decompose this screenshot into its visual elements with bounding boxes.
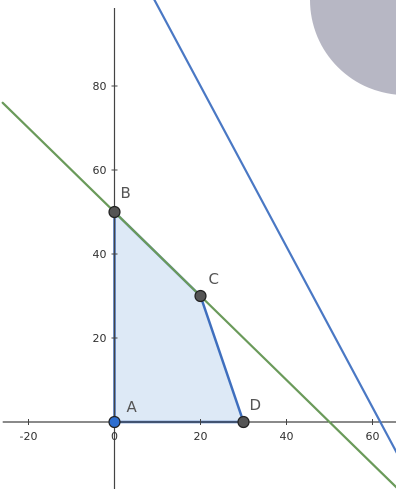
y-tick-label: 80 (93, 80, 107, 93)
x-tick-label: 20 (194, 430, 208, 443)
vertex-point-a (108, 415, 121, 429)
corner-shape (310, 0, 396, 95)
feasible-region-layer (113, 210, 245, 424)
vertex-label-d: D (250, 396, 262, 414)
vertex-point-c (194, 289, 207, 303)
vertex-point-b (108, 205, 121, 219)
y-tick-label: 20 (93, 332, 107, 345)
axes-layer: -20 0 20 40 60 20 40 60 80 (2, 8, 396, 489)
x-tick-label: 60 (366, 430, 380, 443)
vertex-point-d (237, 415, 250, 429)
constraint-line-2 (153, 0, 396, 454)
vertex-points-layer: A B C D (108, 184, 262, 429)
y-tick-label: 40 (93, 248, 107, 261)
feasible-region (113, 210, 245, 424)
vertex-label-a: A (127, 398, 138, 416)
decoration-layer (310, 0, 396, 95)
x-tick-label: -20 (20, 430, 38, 443)
x-tick-label: 0 (111, 430, 118, 443)
vertex-label-b: B (121, 184, 131, 202)
x-tick-label: 40 (280, 430, 294, 443)
vertex-label-c: C (209, 270, 219, 288)
y-tick-label: 60 (93, 164, 107, 177)
